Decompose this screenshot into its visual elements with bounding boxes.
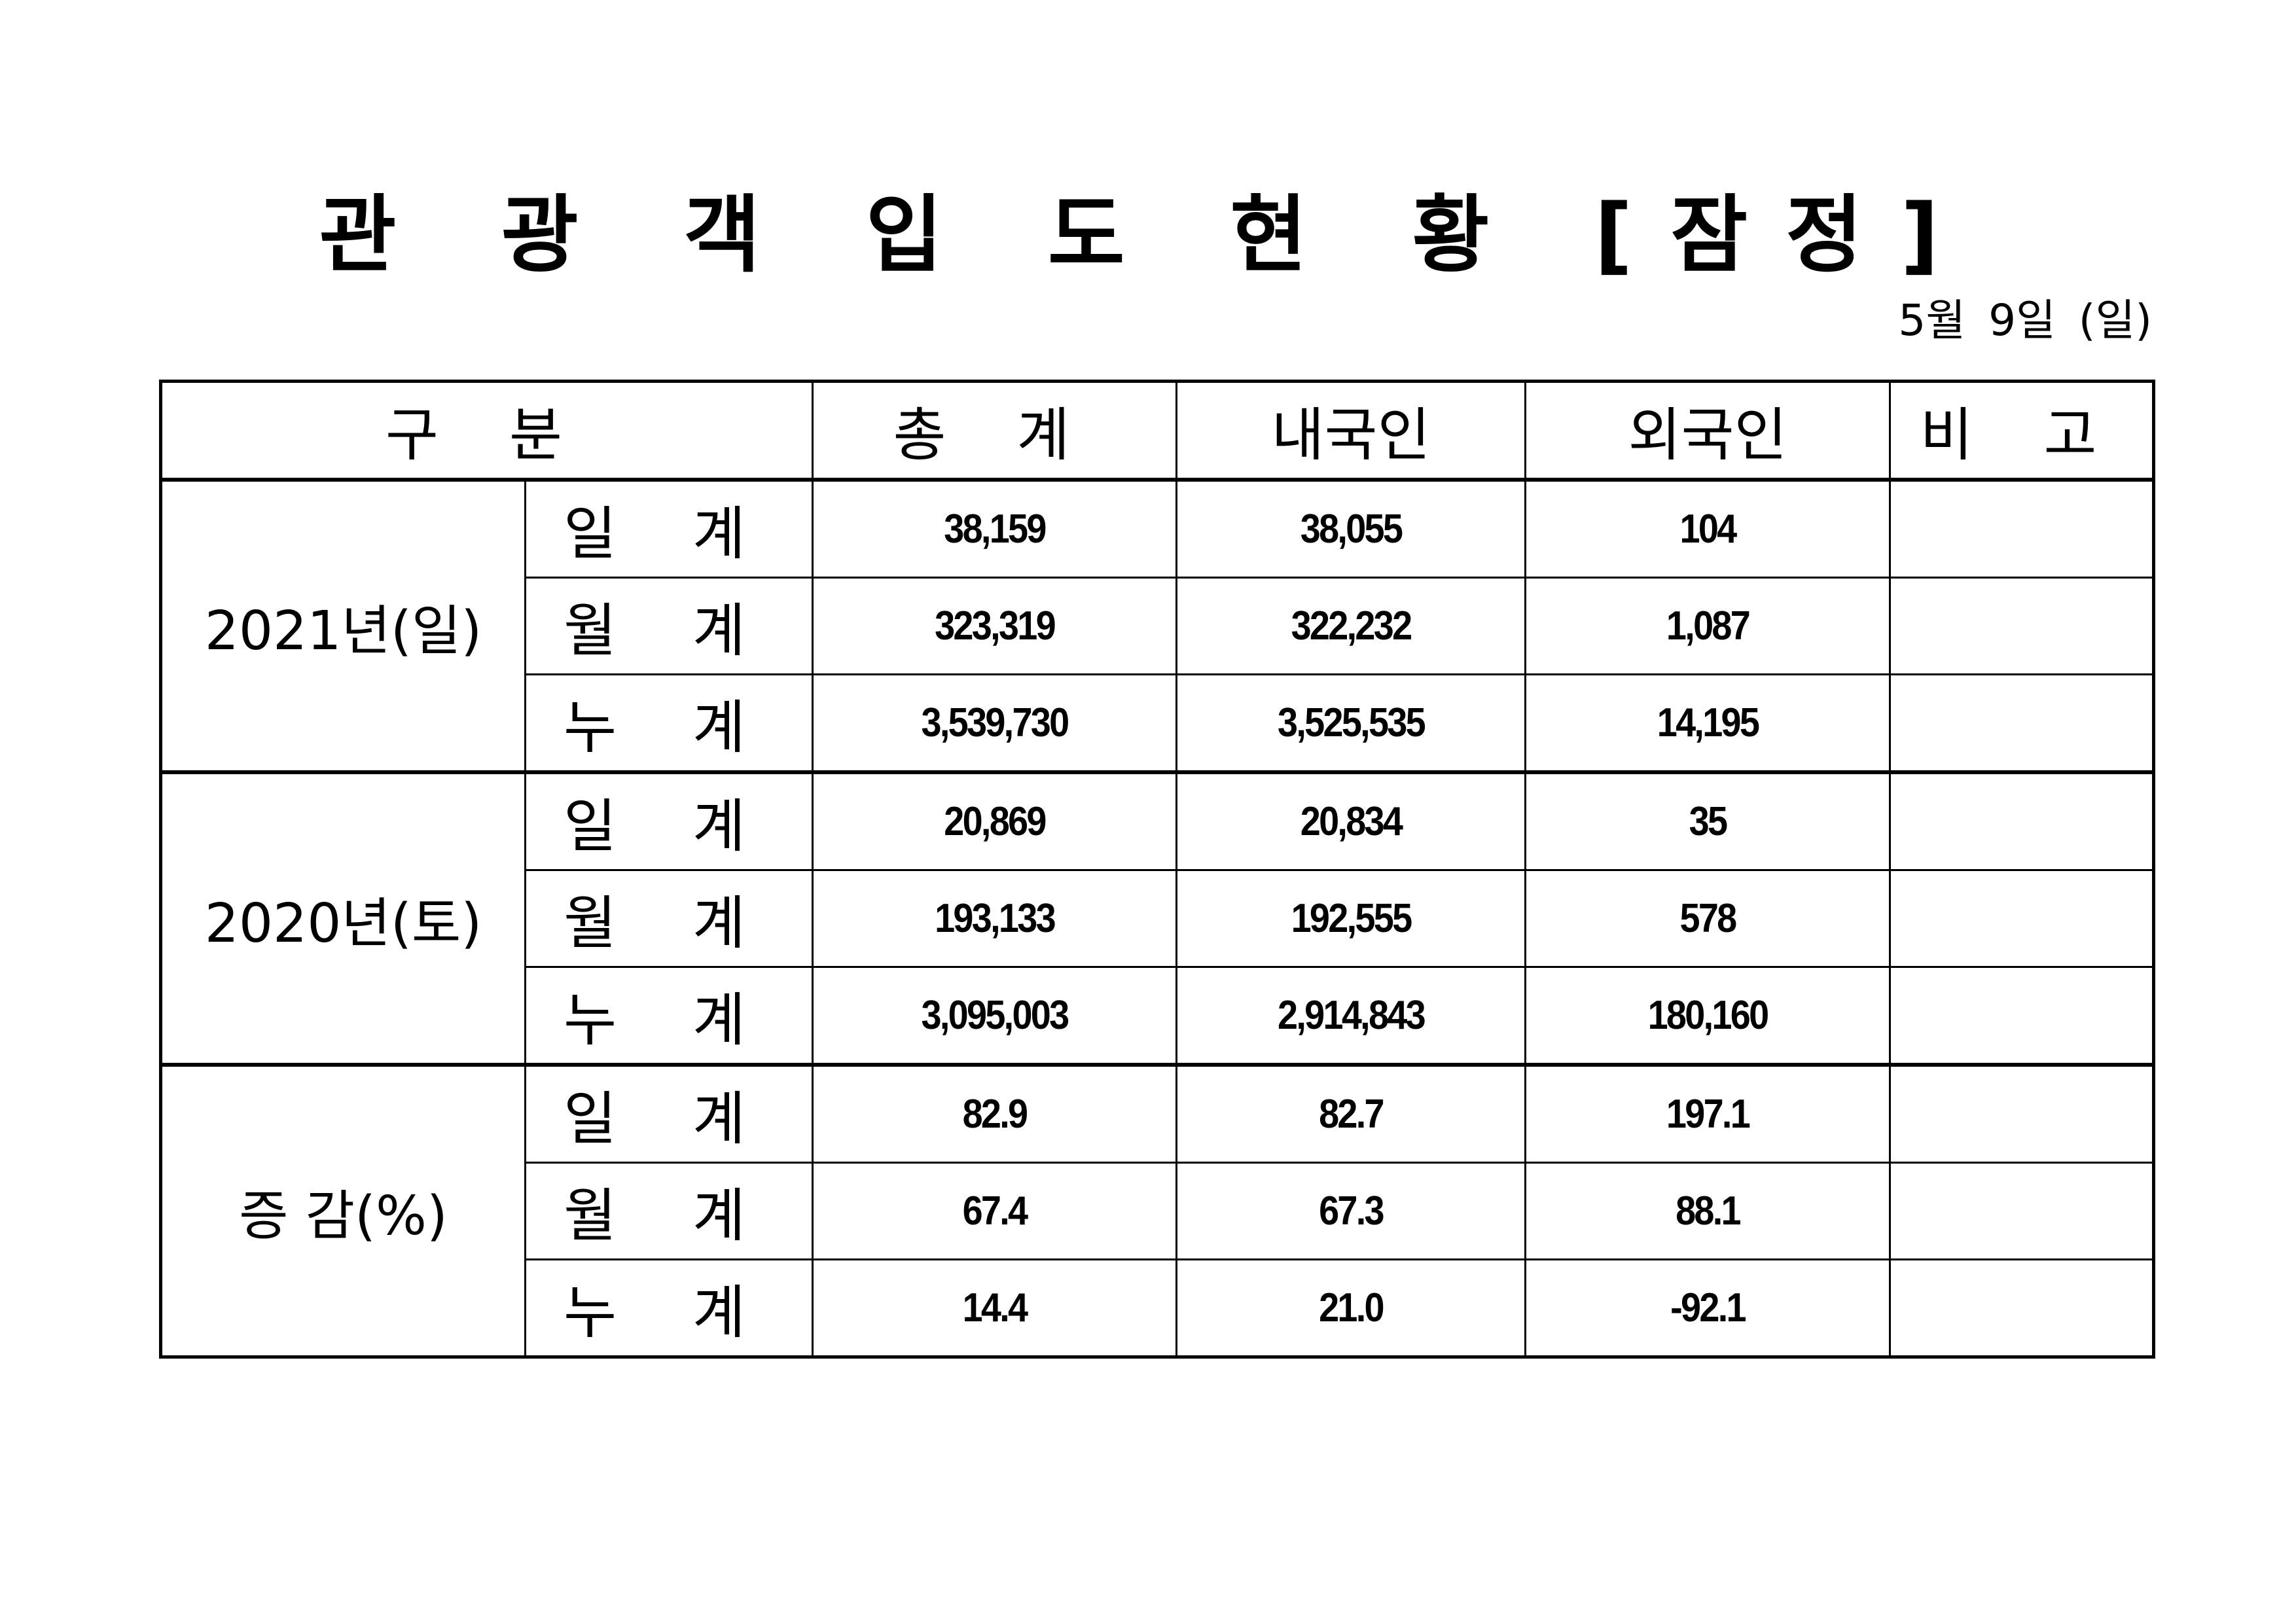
foreign-cell: 88.1	[1676, 1188, 1742, 1234]
group-label: 2021년(일)	[160, 478, 526, 774]
foreign-cell: 35	[1689, 799, 1728, 844]
table-row: 증 감(%) 일 계 82.9 82.7 197.1	[160, 1063, 2155, 1358]
total-cell: 82.9	[962, 1092, 1029, 1137]
note-cell	[1889, 869, 2155, 968]
total-cell: 3,095,003	[921, 993, 1070, 1038]
header-category: 구 분	[160, 380, 814, 481]
header-domestic: 내국인	[1175, 380, 1526, 481]
foreign-cell: 1,087	[1666, 603, 1751, 649]
note-cell	[1889, 1063, 2155, 1164]
domestic-cell: 192,555	[1291, 896, 1413, 941]
group-label: 증 감(%)	[160, 1063, 526, 1358]
total-cell: 67.4	[962, 1188, 1029, 1234]
foreign-cell: 578	[1679, 896, 1737, 941]
report-date: 5월 9일 (일)	[1898, 295, 2152, 346]
total-cell: 193,133	[935, 896, 1056, 941]
row-type: 월 계	[524, 1162, 814, 1260]
row-type: 누 계	[524, 673, 814, 774]
total-cell: 3,539,730	[921, 700, 1070, 745]
header-total: 총 계	[812, 380, 1177, 481]
domestic-cell: 322,232	[1291, 603, 1413, 649]
domestic-cell: 82.7	[1319, 1092, 1385, 1137]
foreign-cell: 14,195	[1657, 700, 1760, 745]
header-note: 비 고	[1889, 380, 2155, 481]
note-cell	[1889, 1162, 2155, 1260]
row-type: 누 계	[524, 966, 814, 1066]
row-type: 월 계	[524, 869, 814, 968]
domestic-cell: 38,055	[1300, 507, 1403, 552]
table-row: 누 계 14.4 21.0 -92.1	[161, 1258, 2155, 1358]
foreign-cell: 197.1	[1666, 1092, 1751, 1137]
foreign-cell: -92.1	[1670, 1285, 1746, 1330]
table-row: 누 계 3,095,003 2,914,843 180,160	[161, 966, 2155, 1066]
row-type: 누 계	[524, 1258, 814, 1358]
note-cell	[1889, 478, 2155, 579]
domestic-cell: 21.0	[1319, 1285, 1385, 1330]
total-cell: 38,159	[944, 507, 1047, 552]
row-type: 일 계	[524, 770, 814, 871]
domestic-cell: 3,525,535	[1278, 700, 1426, 745]
note-cell	[1889, 770, 2155, 871]
note-cell	[1889, 1258, 2155, 1358]
group-label: 2020년(토)	[160, 770, 526, 1066]
table-row: 누 계 3,539,730 3,525,535 14,195	[161, 673, 2155, 774]
header-row: 구 분 총 계 내국인 외국인 비 고	[160, 380, 2155, 481]
note-cell	[1889, 966, 2155, 1066]
table-row: 월 계 323,319 322,232 1,087	[161, 577, 2155, 675]
domestic-cell: 2,914,843	[1278, 993, 1426, 1038]
table-row: 2020년(토) 일 계 20,869 20,834 35	[160, 770, 2155, 1066]
foreign-cell: 180,160	[1647, 993, 1770, 1038]
total-cell: 20,869	[944, 799, 1047, 844]
tourist-arrivals-table: 구 분 총 계 내국인 외국인 비 고 2021년(일) 일 계 38,159 38,…	[159, 380, 2155, 1359]
page-title: 관 광 객 입 도 현 황 [잠정]	[319, 187, 1977, 284]
row-type: 일 계	[524, 1063, 814, 1164]
header-foreign: 외국인	[1524, 380, 1891, 481]
table-row: 월 계 193,133 192,555 578	[161, 869, 2155, 968]
row-type: 일 계	[524, 478, 814, 579]
domestic-cell: 67.3	[1319, 1188, 1385, 1234]
table-row: 2021년(일) 일 계 38,159 38,055 104	[160, 478, 2155, 774]
total-cell: 14.4	[962, 1285, 1029, 1330]
total-cell: 323,319	[935, 603, 1056, 649]
note-cell	[1889, 577, 2155, 675]
domestic-cell: 20,834	[1300, 799, 1403, 844]
note-cell	[1889, 673, 2155, 774]
table-row: 월 계 67.4 67.3 88.1	[161, 1162, 2155, 1260]
foreign-cell: 104	[1679, 507, 1737, 552]
row-type: 월 계	[524, 577, 814, 675]
